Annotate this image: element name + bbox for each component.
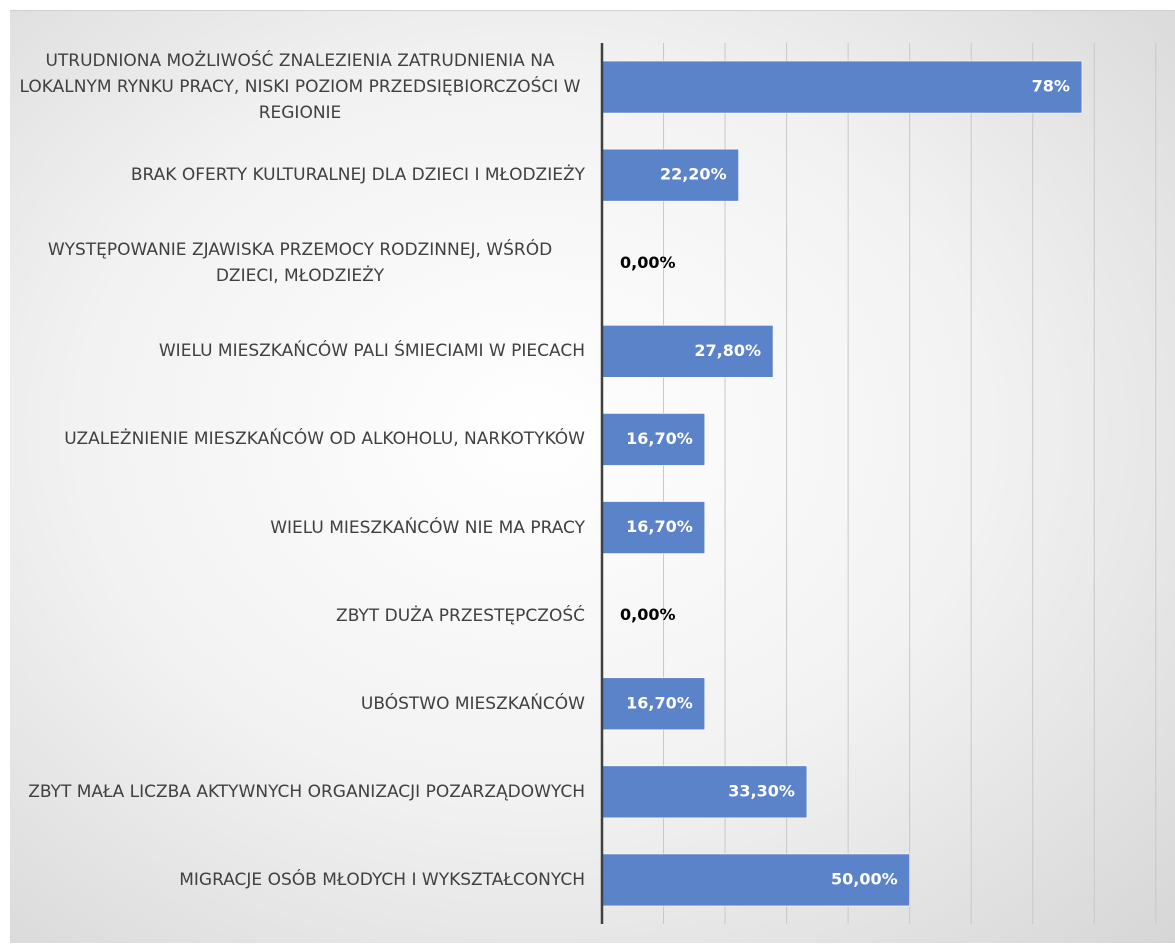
category-label-box: ZBYT MAŁA LICZBA AKTYWNYCH ORGANIZACJI P… — [10, 742, 585, 842]
y-tick-label: MIGRACJE OSÓB MŁODYCH I WYKSZTAŁCONYCH — [179, 869, 585, 890]
category-label-box: WIELU MIESZKAŃCÓW NIE MA PRACY — [10, 478, 585, 578]
y-tick-label: WIELU MIESZKAŃCÓW PALI ŚMIECIAMI W PIECA… — [158, 341, 585, 362]
category-label-box: MIGRACJE OSÓB MŁODYCH I WYKSZTAŁCONYCH — [10, 830, 585, 930]
category-label-box: UBÓSTWO MIESZKAŃCÓW — [10, 654, 585, 754]
y-tick-label: WIELU MIESZKAŃCÓW NIE MA PRACY — [270, 517, 585, 538]
bar — [601, 413, 706, 466]
data-label: 78% — [1032, 77, 1070, 96]
y-tick-label: BRAK OFERTY KULTURALNEJ DLA DZIECI I MŁO… — [130, 165, 585, 186]
data-label: 16,70% — [626, 517, 693, 536]
bar — [601, 765, 808, 819]
chart-background — [10, 10, 1175, 943]
data-label: 16,70% — [626, 429, 693, 448]
y-tick-label: UTRUDNIONA MOŻLIWOŚĆ ZNALEZIENIA ZATRUDN… — [19, 51, 581, 124]
data-label: 0,00% — [620, 253, 676, 272]
bar — [601, 325, 774, 378]
bar — [601, 677, 706, 731]
category-label-box: UTRUDNIONA MOŻLIWOŚĆ ZNALEZIENIA ZATRUDN… — [10, 37, 585, 137]
y-tick-label: UBÓSTWO MIESZKAŃCÓW — [360, 693, 585, 714]
category-label-box: ZBYT DUŻA PRZESTĘPCZOŚĆ — [10, 566, 585, 666]
data-label: 16,70% — [626, 693, 693, 712]
y-tick-label: ZBYT MAŁA LICZBA AKTYWNYCH ORGANIZACJI P… — [28, 781, 585, 802]
y-tick-label: WYSTĘPOWANIE ZJAWISKA PRZEMOCY RODZINNEJ… — [47, 240, 553, 287]
category-label-box: WIELU MIESZKAŃCÓW PALI ŚMIECIAMI W PIECA… — [10, 301, 585, 401]
data-label: 22,20% — [660, 165, 727, 184]
category-label-box: UZALEŻNIENIE MIESZKAŃCÓW OD ALKOHOLU, NA… — [10, 389, 585, 489]
data-label: 33,30% — [728, 781, 795, 800]
category-label-box: WYSTĘPOWANIE ZJAWISKA PRZEMOCY RODZINNEJ… — [10, 213, 585, 313]
bar — [601, 853, 910, 907]
bar — [601, 148, 739, 202]
data-label: 27,80% — [694, 341, 761, 360]
y-tick-label: UZALEŻNIENIE MIESZKAŃCÓW OD ALKOHOLU, NA… — [64, 429, 585, 450]
bar — [601, 501, 706, 554]
y-tick-label: ZBYT DUŻA PRZESTĘPCZOŚĆ — [336, 605, 585, 626]
category-label-box: BRAK OFERTY KULTURALNEJ DLA DZIECI I MŁO… — [10, 125, 585, 225]
data-label: 50,00% — [831, 869, 898, 888]
data-label: 0,00% — [620, 605, 676, 624]
bar — [601, 60, 1083, 114]
